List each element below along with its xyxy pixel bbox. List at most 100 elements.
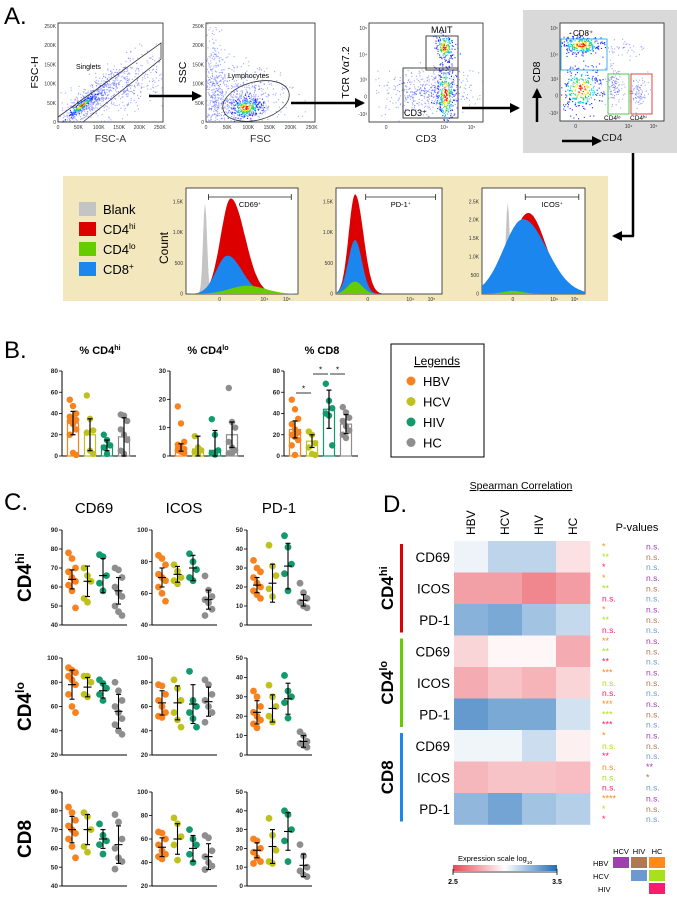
pair-legend-row: HBV (593, 859, 608, 868)
event-dot (66, 114, 68, 116)
event-dot (125, 79, 127, 81)
event-dot (60, 92, 62, 94)
event-dot (88, 107, 90, 109)
event-dot (212, 81, 214, 83)
event-dot (217, 99, 219, 101)
event-dot (406, 86, 408, 88)
event-dot (208, 29, 210, 31)
event-dot (404, 97, 406, 99)
event-dot (443, 82, 445, 84)
event-dot (564, 106, 566, 108)
flow-plot-2: 0 50K 100K 150K 200K 250K050K100K150K200K250K… (177, 22, 318, 145)
event-dot (88, 103, 90, 105)
event-dot (441, 108, 443, 110)
event-dot (581, 54, 583, 56)
event-dot (406, 91, 408, 93)
event-dot (236, 103, 238, 105)
event-dot (123, 93, 125, 95)
event-dot (252, 105, 254, 107)
event-dot (583, 98, 585, 100)
event-dot (115, 83, 117, 85)
p-value-vs-hc: * (602, 731, 606, 741)
event-dot (447, 77, 449, 79)
event-dot (444, 91, 446, 93)
event-dot (244, 100, 246, 102)
event-dot (90, 113, 92, 115)
event-dot (210, 108, 212, 110)
event-dot (100, 91, 102, 93)
event-dot (127, 102, 129, 104)
event-dot (641, 46, 643, 48)
event-dot (445, 78, 447, 80)
event-dot (213, 47, 215, 49)
event-dot (440, 100, 442, 102)
event-dot (142, 72, 144, 74)
data-point (84, 598, 91, 606)
event-dot (208, 62, 210, 64)
event-dot (246, 90, 248, 92)
event-dot (638, 54, 640, 56)
event-dot (635, 55, 637, 57)
event-dot (570, 85, 572, 87)
event-dot (618, 78, 620, 80)
event-dot (267, 100, 269, 102)
event-dot (438, 68, 440, 70)
event-dot (420, 89, 422, 91)
event-dot (105, 85, 107, 87)
event-dot (126, 89, 128, 91)
event-dot (110, 70, 112, 72)
event-dot (424, 97, 426, 99)
event-dot (125, 81, 127, 83)
event-dot (129, 58, 131, 60)
event-dot (124, 72, 126, 74)
event-dot (435, 36, 437, 38)
event-dot (235, 97, 237, 99)
event-dot (429, 91, 431, 93)
event-dot (141, 83, 143, 85)
event-dot (587, 50, 589, 52)
event-dot (580, 75, 582, 77)
event-dot (87, 103, 89, 105)
heatmap-row-label: CD69 (415, 550, 450, 565)
event-dot (424, 88, 426, 90)
event-dot (588, 77, 590, 79)
event-dot (587, 80, 589, 82)
event-dot (121, 96, 123, 98)
event-dot (586, 39, 588, 41)
panel-label-b: B. (4, 337, 27, 364)
event-dot (407, 91, 409, 93)
event-dot (426, 83, 428, 85)
event-dot (582, 84, 584, 86)
event-dot (241, 91, 243, 93)
event-dot (78, 112, 80, 114)
event-dot (572, 83, 574, 85)
event-dot (585, 103, 587, 105)
event-dot (212, 89, 214, 91)
event-dot (91, 107, 93, 109)
event-dot (443, 94, 445, 96)
heatmap-row-label: CD69 (415, 644, 450, 659)
event-dot (586, 37, 588, 39)
event-dot (579, 40, 581, 42)
p-value-pairwise: n.s. (646, 573, 660, 583)
event-dot (248, 65, 250, 67)
event-dot (442, 115, 444, 117)
event-dot (249, 106, 251, 108)
event-dot (114, 80, 116, 82)
event-dot (249, 108, 251, 110)
event-dot (649, 89, 651, 91)
event-dot (125, 85, 127, 87)
event-dot (212, 51, 214, 53)
event-dot (248, 84, 250, 86)
event-dot (589, 41, 591, 43)
event-dot (258, 108, 260, 110)
data-point (158, 855, 166, 863)
event-dot (279, 74, 281, 76)
event-dot (273, 102, 275, 104)
event-dot (236, 85, 238, 87)
event-dot (230, 99, 232, 101)
event-dot (610, 91, 612, 93)
event-dot (588, 82, 590, 84)
event-dot (246, 112, 248, 114)
event-dot (582, 97, 584, 99)
